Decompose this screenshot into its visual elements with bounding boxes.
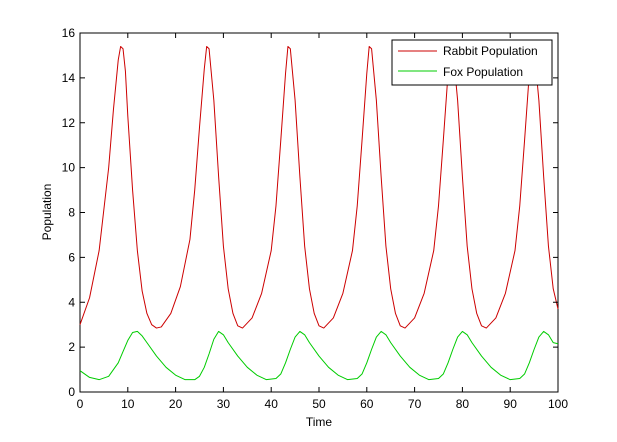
x-tick-label: 50 xyxy=(312,397,326,411)
y-tick-label: 6 xyxy=(68,250,75,264)
x-tick-label: 0 xyxy=(77,397,84,411)
y-tick-label: 10 xyxy=(62,161,76,175)
plot-area xyxy=(79,32,559,393)
series-layer xyxy=(79,45,559,381)
x-tick-label: 30 xyxy=(217,397,231,411)
y-tick-label: 0 xyxy=(68,385,75,399)
y-tick-label: 14 xyxy=(62,71,76,85)
x-tick-label: 70 xyxy=(408,397,422,411)
y-tick-label: 12 xyxy=(62,116,76,130)
y-tick-label: 2 xyxy=(68,340,75,354)
legend: Rabbit Population Fox Population xyxy=(391,39,553,86)
legend-label-rabbit: Rabbit Population xyxy=(443,44,538,58)
x-tick-label: 80 xyxy=(456,397,470,411)
x-tick-label: 20 xyxy=(169,397,183,411)
x-tick-label: 100 xyxy=(548,397,568,411)
tick-layer: 0 10 20 30 40 50 60 70 80 90 100 0 2 4 6 8 10 12 14 16 xyxy=(62,26,569,411)
series-line-rabbit-population xyxy=(79,45,559,329)
legend-box xyxy=(391,39,553,86)
series-line-fox-population xyxy=(79,330,559,381)
y-tick-label: 16 xyxy=(62,26,76,40)
x-tick-label: 90 xyxy=(504,397,518,411)
legend-label-fox: Fox Population xyxy=(443,65,523,79)
x-axis-label: Time xyxy=(306,415,333,429)
x-tick-label: 10 xyxy=(121,397,135,411)
y-tick-label: 8 xyxy=(68,206,75,220)
x-tick-label: 60 xyxy=(360,397,374,411)
y-tick-label: 4 xyxy=(68,295,75,309)
y-axis-label: Population xyxy=(40,184,54,241)
x-tick-label: 40 xyxy=(265,397,279,411)
